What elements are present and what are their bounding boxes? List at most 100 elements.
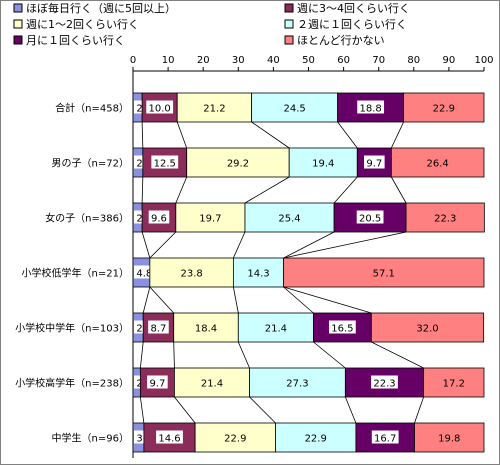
bar-segment-3-4 [244, 202, 335, 233]
x-tick-label-30: 30 [232, 55, 245, 66]
legend-label-3: 週に1～2回くらい行く [26, 18, 139, 31]
connector-6-2 [174, 396, 196, 424]
connector-5-4 [313, 341, 346, 369]
legend-swatch-3 [13, 19, 23, 29]
bar-segment-4-6 [283, 257, 485, 288]
data-label-4-1: 4.8 [136, 269, 152, 280]
bar-segment-7-6 [414, 422, 485, 453]
connector-3-5 [283, 231, 407, 259]
x-tick-label-10: 10 [162, 55, 175, 66]
category-label-5: 小学校中学年（n=103） [15, 322, 129, 335]
x-tick-label-90: 90 [443, 55, 456, 66]
connector-lines [139, 121, 425, 424]
bar-segment-6-6 [423, 367, 485, 398]
legend-swatch-1 [13, 3, 23, 13]
data-label-7-3: 22.9 [224, 434, 246, 445]
data-label-5-4: 21.4 [265, 324, 287, 335]
data-label-1-4: 24.5 [284, 104, 306, 115]
connector-6-5 [414, 396, 425, 424]
connector-2-5 [390, 176, 407, 204]
data-label-bg-1-2 [146, 100, 174, 114]
data-label-6-3: 21.4 [201, 379, 223, 390]
connector-4-2 [149, 286, 175, 314]
data-label-1-6: 22.9 [433, 104, 455, 115]
data-label-bg-6-2 [147, 375, 168, 389]
category-label-2: 男の子（n=72） [52, 158, 129, 170]
legend-swatch-4 [284, 19, 294, 29]
x-tick-label-60: 60 [337, 55, 350, 66]
data-label-3-3: 19.7 [199, 214, 221, 225]
connector-4-3 [232, 286, 239, 314]
legend-swatch-6 [284, 35, 294, 45]
data-label-2-2: 12.5 [154, 159, 176, 170]
data-label-2-4: 19.4 [312, 159, 334, 170]
connector-2-4 [333, 176, 358, 204]
connector-5-5 [371, 341, 424, 369]
x-tick-label-50: 50 [302, 55, 315, 66]
connector-1-1 [141, 121, 144, 149]
x-tick-label-40: 40 [267, 55, 280, 66]
data-label-4-3: 23.8 [180, 269, 202, 280]
bar-segment-5-5 [313, 312, 372, 343]
bar-segment-2-4 [288, 147, 358, 178]
x-tick-label-80: 80 [407, 55, 420, 66]
connector-4-5 [283, 286, 372, 314]
x-tick-label-0: 0 [130, 55, 136, 66]
data-label-4-6: 57.1 [373, 269, 395, 280]
data-label-bg-5-5 [328, 320, 356, 334]
legend-label-5: 月に１回くらい行く [26, 34, 125, 47]
category-label-6: 小学校高学年（n=238） [15, 377, 129, 390]
data-label-3-6: 22.3 [434, 214, 456, 225]
data-label-6-5: 22.3 [373, 379, 395, 390]
connector-1-5 [390, 121, 404, 149]
category-label-4: 小学校低学年（n=21） [22, 267, 129, 280]
data-label-3-2: 9.6 [151, 214, 167, 225]
data-label-bg-5-2 [148, 320, 169, 334]
data-label-5-5: 16.5 [331, 324, 353, 335]
data-label-4-4: 14.3 [247, 269, 269, 280]
data-label-2-3: 29.2 [227, 159, 249, 170]
legend-swatch-5 [13, 35, 23, 45]
x-tick-label-100: 100 [474, 55, 493, 66]
data-label-5-3: 18.4 [195, 324, 217, 335]
connector-5-2 [173, 341, 175, 369]
connector-1-4 [337, 121, 358, 149]
connector-2-2 [175, 176, 188, 204]
data-label-2-5: 9.7 [366, 159, 382, 170]
bar-segment-5-6 [370, 312, 485, 343]
legend-label-6: ほとんど行かない [297, 34, 385, 47]
data-label-bg-7-2 [156, 430, 183, 444]
connector-4-1 [142, 286, 151, 314]
data-label-7-2: 14.6 [158, 434, 180, 445]
category-labels: 合計（n=458） 男の子（n=72） 女の子（n=386） 小学校低学年（n=21）… [15, 102, 129, 445]
connector-1-2 [176, 121, 188, 149]
data-label-7-5: 16.7 [374, 434, 396, 445]
connector-6-3 [249, 396, 276, 424]
connector-5-1 [139, 341, 144, 369]
x-tick-label-20: 20 [197, 55, 210, 66]
data-label-bg-7-5 [371, 430, 399, 444]
data-label-1-2: 10.0 [149, 104, 171, 115]
connector-3-1 [141, 231, 151, 259]
category-label-1: 合計（n=458） [55, 102, 129, 115]
bar-segment-7-4 [275, 422, 357, 453]
connector-1-3 [251, 121, 290, 149]
bar-segment-5-4 [237, 312, 314, 343]
connector-3-2 [149, 231, 177, 259]
data-label-bg-1-5 [357, 100, 385, 114]
bar-segment-5-3 [173, 312, 239, 343]
data-label-3-4: 25.4 [278, 214, 300, 225]
category-label-3: 女の子（n=386） [45, 212, 129, 225]
data-label-bg-2-5 [364, 155, 385, 169]
bar-segment-4-4 [232, 257, 284, 288]
x-tick-label-70: 70 [372, 55, 385, 66]
data-label-7-4: 22.9 [305, 434, 327, 445]
connector-3-4 [283, 231, 335, 259]
data-label-6-4: 27.3 [286, 379, 308, 390]
data-label-5-2: 8.7 [150, 324, 166, 335]
legend-label-1: ほぼ毎日行く（週に5回以上） [26, 2, 176, 15]
bars: 2.610.021.224.518.822.92.812.529.219.49.… [132, 92, 485, 453]
connector-4-4 [283, 286, 314, 314]
